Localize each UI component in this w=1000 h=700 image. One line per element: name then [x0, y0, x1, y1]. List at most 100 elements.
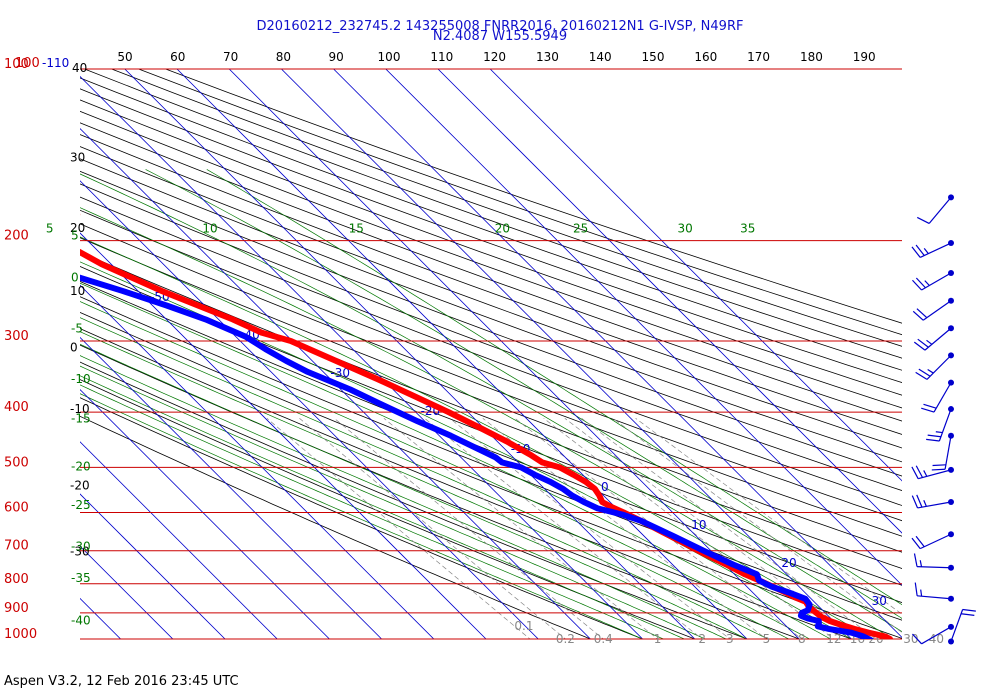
isotherm-line [80, 75, 644, 639]
dry-adiabat-line [111, 69, 902, 347]
dry-adiabat-line [80, 183, 902, 492]
mixing-ratio-label: 0.1 [514, 619, 533, 633]
wind-barb-feather [931, 468, 946, 471]
left-scale-label: 5 [71, 229, 79, 243]
left-scale-label: -30 [71, 539, 91, 553]
wind-barb-feather [932, 464, 946, 467]
dry-adiabat-line [138, 69, 902, 336]
wind-barb-feather [962, 608, 976, 612]
moist-adiabat-line [80, 375, 686, 639]
left-scale-label: -40 [71, 614, 91, 628]
wind-barb-shaft [922, 300, 952, 321]
mixing-ratio-line [514, 418, 803, 639]
dry-adiabat-line [80, 122, 902, 422]
wind-barb-shaft [919, 242, 952, 258]
wind-barb [921, 379, 954, 413]
moist-adiabat-label: 5 [46, 222, 54, 236]
moist-adiabat-line [80, 331, 769, 639]
wind-barb-shaft [933, 382, 952, 413]
moist-adiabat-line [80, 301, 811, 639]
wind-barb-feather [912, 310, 924, 321]
wind-barb-half-feather [920, 589, 923, 597]
dry-adiabat-line [80, 361, 749, 639]
isotherm-line [385, 69, 902, 586]
mixing-ratio-label: 2 [698, 632, 706, 646]
left-scale-label: -15 [71, 411, 91, 425]
wind-barb-feather [915, 535, 925, 548]
wind-barb-feather [911, 495, 919, 509]
wind-barb-shaft [921, 272, 952, 291]
wind-barb-shaft [950, 609, 964, 642]
pressure-label-300: 300 [4, 329, 29, 344]
mixing-ratio-label: 0.4 [594, 632, 613, 646]
wind-barb-half-feather [927, 369, 934, 374]
mixing-ratio-line [383, 418, 659, 639]
wind-barb [914, 582, 954, 602]
mixing-ratio-line [543, 418, 835, 639]
mixing-ratio-label: 12 [826, 632, 841, 646]
wind-barb-shaft [918, 469, 952, 480]
pressure-label-400: 400 [4, 400, 29, 415]
moist-adiabat-label: 15 [349, 222, 364, 236]
moist-adiabat-line [80, 173, 902, 633]
isotherm-line [80, 128, 591, 639]
top-tick-label: 70 [223, 50, 238, 64]
pressure-label-900: 900 [4, 601, 29, 616]
top-tick-label: 120 [483, 50, 506, 64]
isotherm-line [80, 232, 487, 639]
isotherm-label: 10 [691, 518, 706, 532]
isotherm-label: 30 [872, 594, 887, 608]
wind-barb-feather [923, 403, 937, 409]
wind-barb-feather [916, 494, 923, 508]
left-scale-label: 20 [70, 221, 85, 235]
left-scale-label: -20 [71, 459, 91, 473]
isolated-temperature-point [80, 213, 81, 216]
wind-barb [911, 531, 954, 550]
dry-adiabat-line [165, 69, 902, 324]
dry-adiabat-line [80, 397, 644, 639]
moist-adiabat-line [80, 365, 707, 639]
mixing-ratio-label: 40 [929, 632, 944, 646]
moist-adiabat-line [80, 355, 727, 639]
wind-barb-half-feather [924, 280, 930, 286]
wind-barb-feather [911, 537, 921, 549]
title-line-2: N2.4087 W155.5949 [432, 29, 568, 44]
isotherm-line [80, 545, 174, 639]
wind-barb [911, 465, 954, 480]
wind-barb-feather [916, 216, 930, 225]
dry-adiabat-line [80, 170, 902, 477]
wind-barb-feather [915, 371, 928, 380]
wind-barb-half-feather [919, 560, 923, 567]
dry-adiabat-line [80, 146, 902, 449]
left-scale-label: 0 [70, 340, 78, 354]
left-scale-label: -10 [70, 402, 90, 416]
isotherm-line [80, 441, 278, 639]
isotherm-line [176, 69, 748, 639]
dry-adiabat-line [80, 88, 902, 384]
wind-barb-half-feather [923, 247, 929, 254]
dry-adiabat-line [80, 99, 902, 396]
mixing-ratio-label: 1 [654, 632, 662, 646]
wind-barb [948, 608, 976, 645]
wind-barb-shaft [917, 595, 952, 600]
dewpoint-trace [80, 274, 874, 639]
wind-barb [911, 240, 954, 258]
wind-barb-feather [912, 279, 922, 291]
corner-label-isotherm: -110 [42, 56, 69, 70]
dry-adiabat-line [80, 223, 902, 537]
top-tick-label: 150 [642, 50, 665, 64]
dry-adiabat-line [80, 237, 902, 553]
left-scale-label: -20 [70, 479, 90, 493]
wind-barb-feather [917, 338, 929, 348]
left-scale-label: -25 [71, 498, 91, 512]
footer-text: Aspen V3.2, 12 Feb 2016 23:45 UTC [4, 674, 239, 689]
wind-barb-feather [913, 341, 926, 351]
isotherm-line [80, 597, 122, 639]
wind-barb [916, 194, 954, 225]
isotherm-line [437, 69, 902, 534]
wind-barb-feather [913, 553, 918, 567]
dry-adiabat-line [80, 209, 902, 522]
wind-barb-feather [926, 438, 940, 442]
top-tick-label: 180 [800, 50, 823, 64]
isotherm-label: 20 [781, 556, 796, 570]
